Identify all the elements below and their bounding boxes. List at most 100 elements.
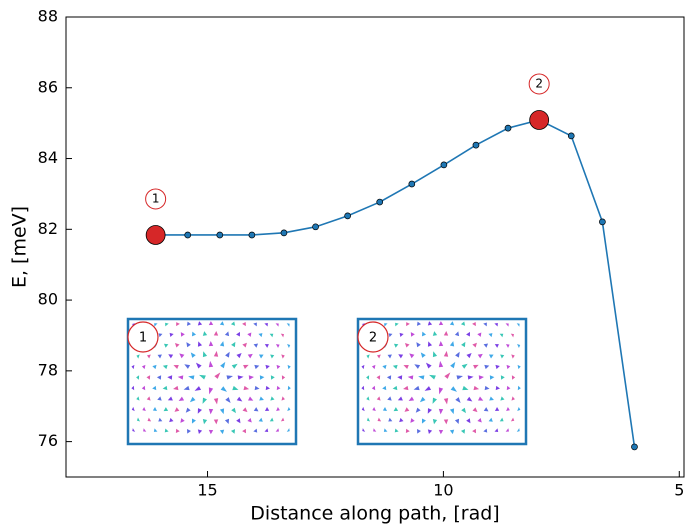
spin-arrow <box>499 333 504 338</box>
spin-arrow <box>162 385 168 391</box>
plot-frame <box>65 16 685 478</box>
spin-arrow <box>281 396 285 401</box>
y-tick-label: 82 <box>38 219 58 238</box>
spin-arrow <box>247 353 253 359</box>
spin-arrow <box>213 350 219 357</box>
spin-arrow <box>418 375 425 380</box>
spin-arrow <box>189 396 196 403</box>
spin-arrow <box>450 361 456 369</box>
spin-arrow <box>483 343 489 348</box>
marker <box>216 231 224 239</box>
spin-arrow <box>243 364 249 370</box>
spin-arrow <box>438 387 444 395</box>
spin-arrow <box>511 354 515 359</box>
spin-arrow <box>286 323 290 327</box>
spin-arrow <box>473 364 479 370</box>
spin-arrow <box>236 418 241 424</box>
spin-arrow <box>131 406 135 412</box>
spin-arrow <box>398 354 404 359</box>
spin-arrow <box>197 408 202 414</box>
spin-arrow <box>397 375 403 380</box>
spin-arrow <box>466 352 472 359</box>
spin-arrow <box>420 352 426 358</box>
spin-arrow <box>152 407 157 411</box>
spin-arrow <box>202 397 208 404</box>
inset-label: 2 <box>369 331 377 346</box>
spin-arrow <box>443 419 449 425</box>
spin-arrow <box>366 396 370 401</box>
spin-arrow <box>158 333 163 338</box>
spin-arrow <box>156 375 162 380</box>
spin-arrow <box>371 385 376 391</box>
spin-arrow <box>162 364 168 370</box>
spin-arrow <box>376 396 381 401</box>
spin-arrow <box>146 396 151 401</box>
spin-arrow <box>158 417 163 422</box>
spin-arrow <box>466 331 470 337</box>
spin-arrow <box>208 340 214 347</box>
spin-arrow <box>247 417 252 423</box>
spin-arrow <box>152 364 157 370</box>
spin-arrow <box>253 343 259 348</box>
spin-arrow <box>131 385 135 391</box>
spin-arrow <box>372 406 376 412</box>
spin-arrow <box>168 354 174 359</box>
spin-arrow <box>186 321 192 326</box>
spin-arrow <box>208 408 214 415</box>
spin-arrow <box>287 385 291 391</box>
spin-arrow <box>177 375 184 380</box>
spin-arrow <box>416 321 422 326</box>
spin-arrow <box>432 397 438 404</box>
spin-arrow <box>461 341 466 348</box>
spin-arrow <box>505 428 510 432</box>
inset: 2 <box>356 317 528 446</box>
spin-arrow <box>505 323 509 327</box>
spin-arrow <box>248 375 254 380</box>
spin-arrow <box>258 354 264 359</box>
spin-arrow <box>242 321 246 327</box>
spin-arrow <box>269 417 274 422</box>
spin-arrow <box>387 354 392 359</box>
spin-arrow <box>500 375 505 380</box>
spin-arrow <box>142 406 146 412</box>
spin-arrow <box>220 386 228 392</box>
spin-arrow <box>187 429 191 434</box>
spin-arrow <box>472 342 477 348</box>
spin-arrow <box>287 344 291 348</box>
spin-arrow <box>407 375 414 380</box>
spin-arrow <box>382 364 387 370</box>
spin-arrow <box>489 375 495 380</box>
marker <box>567 132 575 140</box>
spin-arrow <box>167 396 173 401</box>
spin-arrow <box>415 407 421 413</box>
spin-arrow <box>281 375 286 380</box>
inset: 1 <box>126 317 298 446</box>
spin-arrow <box>373 428 377 432</box>
spin-arrow <box>280 333 285 338</box>
spin-arrow <box>449 321 455 326</box>
spin-arrow <box>197 429 203 435</box>
point-label-circle <box>528 73 550 95</box>
spin-arrow <box>413 385 420 391</box>
highlight-marker <box>145 225 166 245</box>
marker <box>376 198 384 206</box>
spin-arrow <box>361 385 365 391</box>
spin-arrow <box>489 396 494 401</box>
spin-arrow <box>146 354 151 359</box>
spin-arrow <box>444 372 451 379</box>
spin-arrow <box>443 350 449 357</box>
marker <box>472 141 480 149</box>
spin-arrow <box>259 396 264 401</box>
spin-arrow <box>384 323 388 327</box>
spin-arrow <box>517 364 521 370</box>
spin-arrow <box>517 385 521 391</box>
spin-arrow <box>361 364 365 370</box>
spin-arrow <box>500 354 505 359</box>
spin-arrow <box>506 406 510 412</box>
spin-arrow <box>472 407 478 413</box>
spin-arrow <box>376 375 381 380</box>
spin-arrow <box>516 323 520 327</box>
spin-arrow <box>499 417 504 422</box>
spin-arrow <box>190 352 196 358</box>
